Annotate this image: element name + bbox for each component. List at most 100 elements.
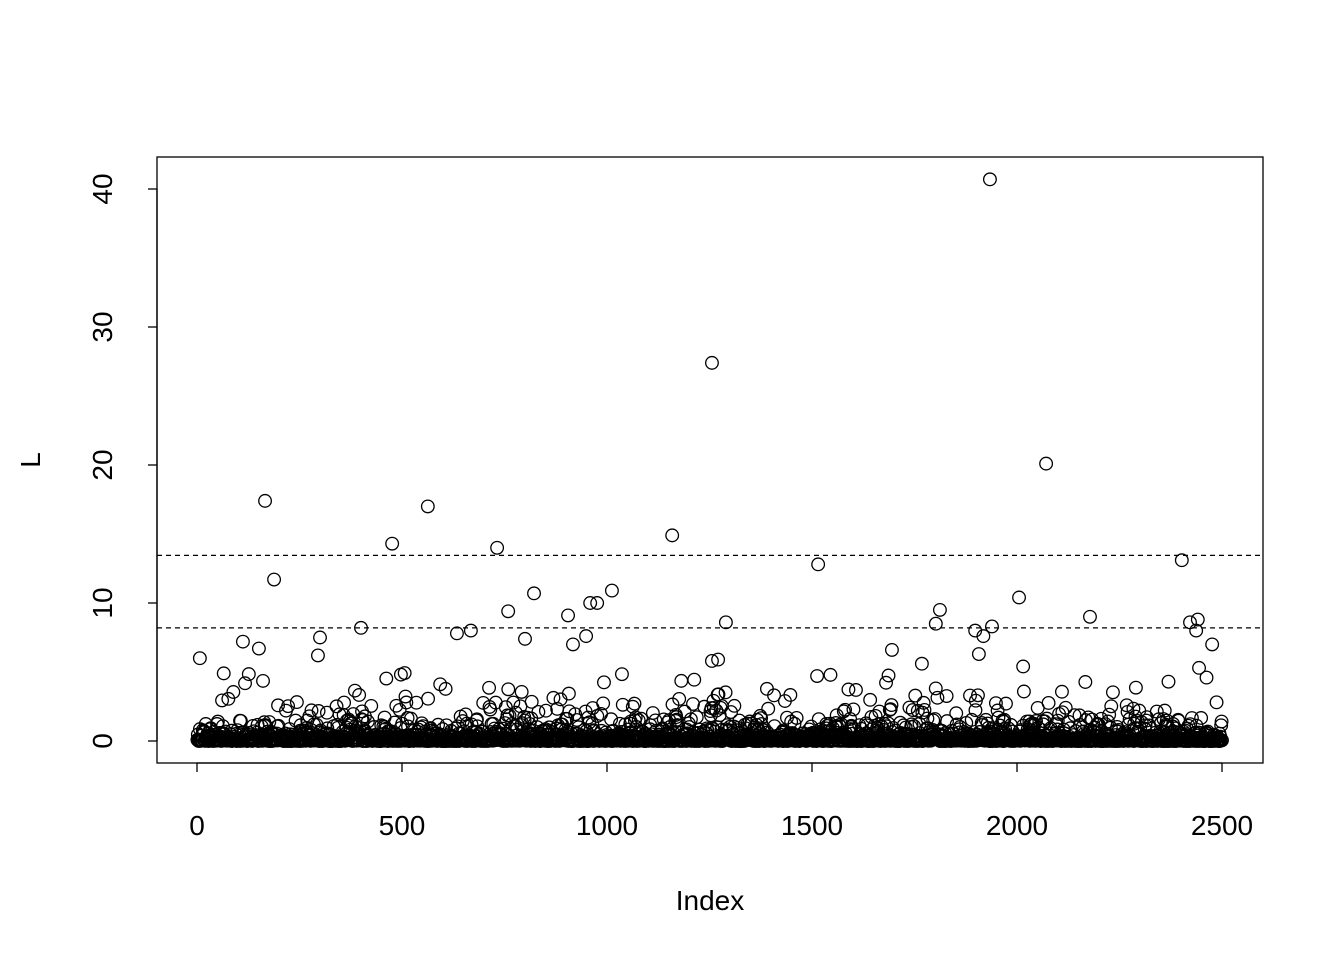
data-point: [846, 702, 861, 717]
data-point: [982, 172, 997, 187]
data-point: [872, 704, 887, 719]
data-point: [1190, 612, 1205, 627]
data-point: [590, 596, 605, 610]
data-point: [1199, 670, 1214, 685]
data-point: [531, 704, 546, 719]
data-point: [226, 685, 241, 699]
data-point: [705, 355, 719, 370]
data-point: [1189, 623, 1204, 638]
data-point: [431, 717, 446, 732]
data-point: [483, 702, 498, 717]
y-tick-label: 20: [87, 449, 118, 480]
data-point: [421, 691, 436, 706]
data-point: [379, 671, 394, 686]
data-point: [1119, 698, 1134, 713]
data-point: [385, 536, 400, 551]
data-point: [502, 708, 517, 723]
data-point: [364, 698, 379, 713]
data-point: [420, 499, 435, 514]
data-point: [490, 540, 505, 555]
data-point: [596, 696, 611, 711]
data-point: [409, 695, 424, 710]
data-point: [971, 647, 986, 662]
data-point: [686, 697, 700, 711]
data-point: [926, 713, 941, 728]
data-point: [917, 703, 932, 717]
data-point: [524, 694, 539, 709]
data-point: [904, 717, 919, 732]
data-point: [501, 604, 516, 619]
data-point: [271, 698, 286, 713]
data-point: [566, 637, 580, 652]
data-point: [841, 682, 856, 697]
data-point: [501, 682, 516, 697]
data-point: [1126, 701, 1141, 716]
y-tick-label: 0: [87, 733, 118, 749]
data-point: [823, 667, 838, 682]
plot-frame: [156, 156, 1264, 764]
data-point: [522, 717, 537, 731]
data-point: [398, 689, 413, 704]
x-tick-label: 500: [379, 810, 426, 841]
x-tick-label: 2500: [1191, 810, 1253, 841]
data-point: [347, 683, 362, 698]
data-point: [902, 700, 917, 715]
data-point: [628, 710, 643, 725]
data-point: [251, 641, 266, 656]
x-tick-label: 1000: [576, 810, 638, 841]
data-point: [1078, 675, 1093, 689]
data-point: [506, 695, 521, 710]
y-tick-label: 30: [87, 311, 118, 342]
data-point: [976, 629, 991, 644]
data-point: [928, 681, 943, 696]
data-point: [463, 623, 478, 638]
data-point: [192, 651, 207, 666]
data-point: [1083, 609, 1097, 624]
data-point: [627, 696, 642, 711]
data-point: [1016, 659, 1031, 674]
data-point: [256, 673, 270, 688]
data-point: [235, 634, 250, 649]
data-point: [711, 652, 726, 667]
data-point: [1209, 695, 1224, 710]
data-point: [767, 688, 782, 703]
y-axis-label: L: [15, 452, 46, 468]
data-point: [329, 699, 344, 714]
data-point: [216, 666, 231, 681]
data-point: [438, 681, 453, 696]
data-point: [1214, 714, 1229, 729]
data-point: [215, 693, 230, 708]
data-point: [811, 557, 826, 572]
data-point: [464, 717, 479, 732]
data-point: [1215, 733, 1229, 748]
data-point: [233, 713, 248, 728]
data-point: [482, 680, 497, 695]
data-point: [999, 696, 1013, 711]
data-point: [916, 695, 931, 710]
data-point: [399, 695, 414, 710]
data-point: [238, 676, 252, 691]
data-point: [319, 705, 334, 720]
data-point: [908, 688, 923, 703]
data-point: [674, 673, 689, 688]
data-point: [884, 698, 899, 713]
data-point: [561, 686, 576, 701]
x-tick-label: 1500: [781, 810, 843, 841]
data-point: [625, 699, 640, 714]
data-point: [932, 602, 947, 617]
data-point: [304, 703, 319, 718]
data-point: [1157, 703, 1172, 718]
data-point: [583, 596, 598, 610]
data-point: [615, 697, 630, 712]
data-point: [597, 675, 611, 690]
data-point: [849, 683, 863, 697]
data-point: [1016, 684, 1031, 699]
data-point: [1029, 714, 1043, 728]
data-point: [538, 703, 553, 718]
data-point: [783, 688, 798, 702]
data-point: [1055, 684, 1069, 699]
data-point: [561, 608, 576, 623]
data-point: [920, 711, 935, 726]
data-point: [1039, 456, 1054, 471]
